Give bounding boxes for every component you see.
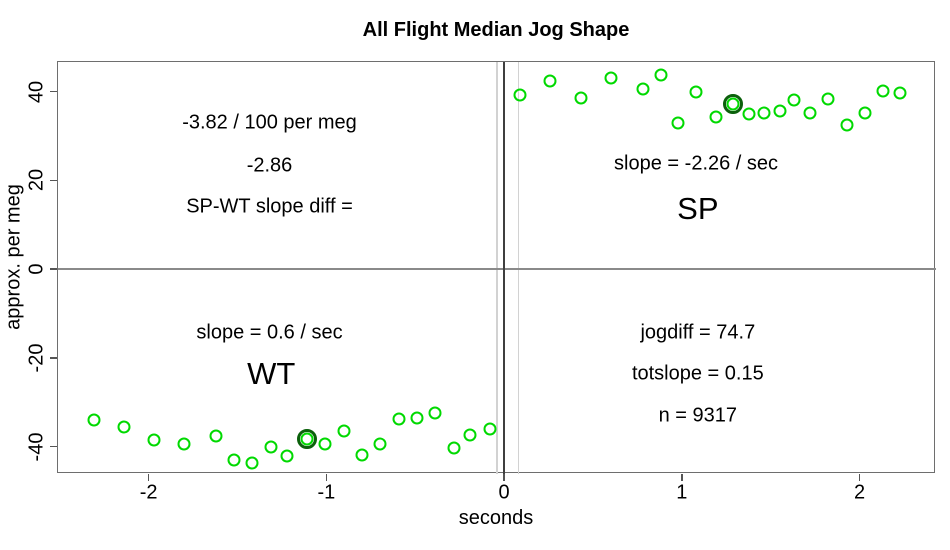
data-point — [447, 441, 461, 455]
data-point — [876, 84, 890, 98]
data-point — [574, 91, 588, 105]
data-point — [803, 106, 817, 120]
data-point — [428, 406, 442, 420]
data-point — [858, 106, 872, 120]
data-point — [742, 107, 756, 121]
zero-horizontal-line — [58, 268, 936, 270]
data-point — [318, 437, 332, 451]
data-point — [177, 437, 191, 451]
slope-diff-value: -2.86 — [246, 154, 293, 177]
data-point — [463, 428, 477, 442]
x-tick-label: -2 — [139, 481, 158, 504]
data-point — [709, 110, 723, 124]
y-tick-label: 20 — [25, 169, 48, 192]
data-point — [392, 412, 406, 426]
y-axis-tick — [49, 268, 57, 270]
sp-group-label: SP — [677, 191, 719, 227]
y-axis-tick — [49, 90, 57, 93]
data-point — [654, 68, 667, 82]
data-point — [821, 92, 835, 106]
data-point — [757, 106, 771, 120]
data-point — [671, 116, 685, 130]
data-point — [513, 88, 527, 102]
data-point — [689, 85, 703, 99]
y-tick-label: -40 — [25, 432, 48, 461]
x-axis-tick — [325, 474, 328, 481]
x-tick-label: 1 — [676, 481, 688, 504]
data-point — [337, 424, 351, 438]
slope-per-meg-label: -3.82 / 100 per meg — [182, 111, 357, 134]
guide-line — [496, 62, 498, 474]
data-point — [636, 82, 650, 96]
highlighted-point-ring — [296, 428, 317, 449]
data-point — [280, 449, 294, 463]
chart-title: All Flight Median Jog Shape — [362, 19, 630, 41]
y-axis-tick — [49, 357, 57, 359]
y-axis-label: approx. per meg — [2, 184, 25, 330]
data-point — [117, 420, 131, 434]
x-axis-tick — [681, 474, 683, 481]
plot-area: -2 -1 0 1 2 -40 -20 0 20 40 -3.82 / 100 per meg -2.… — [26, 61, 936, 504]
x-tick-label: 2 — [854, 481, 866, 504]
guide-line — [517, 62, 520, 474]
y-axis-tick — [49, 179, 57, 182]
jogdiff-label: jogdiff = 74.7 — [640, 321, 756, 344]
data-point — [355, 448, 369, 462]
data-point — [840, 118, 854, 132]
data-point — [787, 93, 801, 107]
data-point — [227, 453, 241, 467]
data-point — [543, 74, 557, 88]
data-point — [264, 440, 278, 454]
y-tick-label: 0 — [25, 263, 48, 275]
data-point — [773, 104, 787, 118]
slope-diff-label: SP-WT slope diff = — [186, 195, 353, 218]
y-axis-tick — [49, 445, 57, 448]
x-axis-label: seconds — [458, 507, 534, 529]
highlighted-point-ring — [723, 94, 744, 115]
data-point — [245, 456, 259, 470]
sp-slope-label: slope = -2.26 / sec — [614, 152, 779, 175]
zero-vertical-line — [503, 62, 505, 474]
x-tick-label: 0 — [498, 481, 510, 504]
x-axis-tick — [503, 474, 505, 481]
wt-group-label: WT — [247, 355, 296, 391]
x-tick-label: -1 — [317, 481, 336, 504]
data-point — [373, 437, 387, 451]
data-point — [410, 411, 424, 425]
data-point — [209, 429, 223, 443]
data-point — [87, 413, 101, 427]
y-tick-label: -20 — [25, 343, 48, 373]
data-point — [604, 71, 618, 85]
data-point — [483, 422, 497, 436]
data-point — [893, 86, 907, 100]
x-axis-tick — [147, 474, 150, 481]
totslope-label: totslope = 0.15 — [631, 362, 764, 385]
n-count-label: n = 9317 — [658, 404, 738, 427]
wt-slope-label: slope = 0.6 / sec — [196, 321, 343, 344]
y-tick-label: 40 — [25, 80, 48, 103]
x-axis-tick — [858, 474, 861, 481]
data-point — [147, 433, 161, 447]
